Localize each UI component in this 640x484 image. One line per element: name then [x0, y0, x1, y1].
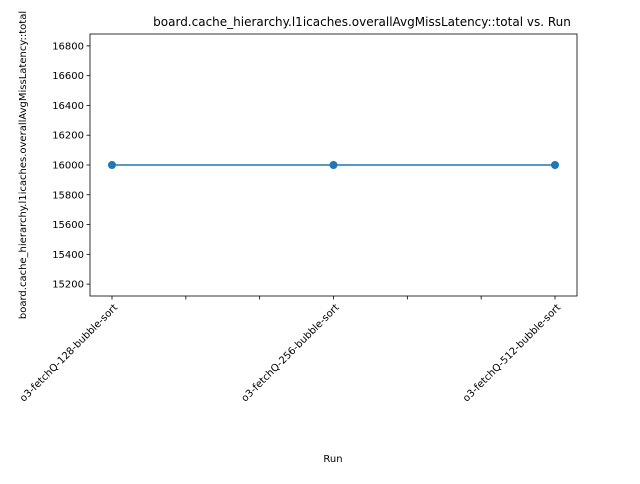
y-tick-label-4: 16000 [52, 161, 84, 172]
y-tick-label-8: 16800 [52, 41, 84, 52]
y-tick-label-0: 15200 [52, 280, 84, 291]
plot-layer [108, 161, 559, 169]
y-tick-label-2: 15600 [52, 220, 84, 231]
y-axis-label: board.cache_hierarchy.l1icaches.overallA… [18, 11, 29, 319]
y-tick-label-5: 16200 [52, 131, 84, 142]
data-point-0-1 [329, 161, 338, 169]
x-tick-label-2: o3-fetchQ-512-bubble-sort [461, 302, 563, 404]
x-tick-label-0: o3-fetchQ-128-bubble-sort [18, 302, 120, 404]
x-axis-label: Run [323, 454, 342, 465]
chart-title: board.cache_hierarchy.l1icaches.overallA… [153, 15, 571, 29]
y-tick-label-6: 16400 [52, 101, 84, 112]
data-point-0-2 [551, 161, 559, 169]
y-tick-label-7: 16600 [52, 71, 84, 82]
y-tick-label-1: 15400 [52, 250, 84, 261]
x-tick-label-1: o3-fetchQ-256-bubble-sort [240, 302, 342, 404]
y-tick-label-3: 15800 [52, 190, 84, 201]
data-point-0-0 [108, 161, 116, 169]
